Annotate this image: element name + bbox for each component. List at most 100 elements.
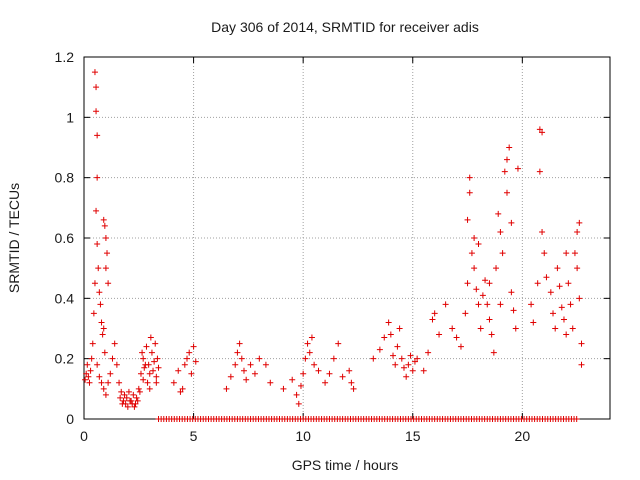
data-point (442, 301, 449, 308)
y-tick-label: 0 (66, 411, 74, 427)
y-tick-label: 0.8 (55, 170, 75, 186)
data-point (131, 403, 138, 410)
data-point (394, 343, 401, 350)
data-point (508, 289, 515, 296)
data-point (453, 334, 460, 341)
data-point (300, 370, 307, 377)
data-point (565, 280, 572, 287)
data-point (528, 301, 535, 308)
data-point (479, 292, 486, 299)
data-point (477, 325, 484, 332)
data-point (499, 250, 506, 257)
data-point (339, 373, 346, 380)
data-point (539, 228, 546, 235)
data-point (534, 280, 541, 287)
y-axis-label: SRMTID / TECUs (6, 183, 22, 293)
data-point (414, 355, 421, 362)
data-point (124, 403, 131, 410)
data-point (315, 367, 322, 374)
data-point (84, 361, 91, 368)
data-point (506, 144, 513, 151)
data-point (117, 394, 124, 401)
data-point (468, 250, 475, 257)
data-point (466, 174, 473, 181)
data-point (306, 349, 313, 356)
data-point (107, 370, 114, 377)
data-point (267, 379, 274, 386)
data-point (247, 361, 254, 368)
data-point (96, 289, 103, 296)
data-point (144, 379, 151, 386)
y-axis: 0 0.2 0.4 0.6 0.8 1 1.2 (55, 49, 610, 427)
data-point (558, 304, 565, 311)
data-point (93, 84, 100, 91)
data-point (146, 385, 153, 392)
data-point (146, 370, 153, 377)
data-point (302, 355, 309, 362)
data-point (563, 331, 570, 338)
data-point (429, 316, 436, 323)
data-point (154, 355, 161, 362)
data-point (484, 301, 491, 308)
y-tick-label: 0.4 (55, 290, 75, 306)
data-point (93, 108, 100, 115)
data-point (147, 334, 154, 341)
data-point (150, 367, 157, 374)
data-point (121, 391, 128, 398)
data-point (90, 310, 97, 317)
data-point (475, 241, 482, 248)
data-point (482, 277, 489, 284)
data-point (543, 274, 550, 281)
data-point (539, 129, 546, 136)
data-point (238, 355, 245, 362)
data-point (232, 361, 239, 368)
data-point (145, 361, 152, 368)
data-point (102, 265, 109, 272)
data-point (240, 367, 247, 374)
data-point (86, 379, 93, 386)
data-point (130, 391, 137, 398)
data-point (98, 379, 105, 386)
data-point (143, 343, 150, 350)
data-point (552, 325, 559, 332)
data-point (563, 250, 570, 257)
data-point (153, 373, 160, 380)
data-point (457, 343, 464, 350)
data-point (105, 280, 112, 287)
data-point (123, 394, 130, 401)
data-point (541, 250, 548, 257)
data-point (223, 385, 230, 392)
data-point (109, 355, 116, 362)
data-point (420, 367, 427, 374)
data-point (471, 235, 478, 241)
data-point (431, 310, 438, 317)
x-tick-label: 10 (295, 428, 311, 444)
data-point (151, 358, 158, 365)
x-tick-label: 20 (515, 428, 531, 444)
data-point (392, 361, 399, 368)
data-point (304, 340, 311, 347)
data-point (243, 376, 250, 383)
data-point (94, 241, 101, 248)
data-point (119, 400, 126, 407)
data-point (104, 250, 111, 257)
data-point (407, 352, 414, 359)
data-point (514, 165, 521, 172)
data-point (148, 349, 155, 356)
data-point (91, 280, 98, 287)
data-point (101, 222, 108, 229)
data-point (311, 361, 318, 368)
data-point (234, 349, 241, 356)
data-point (175, 367, 182, 374)
data-point (436, 331, 443, 338)
data-point (330, 355, 337, 362)
data-point (140, 376, 147, 383)
zero-baseline-markers (155, 416, 580, 422)
data-point (503, 156, 510, 163)
data-point (376, 346, 383, 353)
data-point (501, 168, 508, 175)
data-point (503, 189, 510, 196)
data-point (508, 219, 515, 226)
data-point (113, 361, 120, 368)
